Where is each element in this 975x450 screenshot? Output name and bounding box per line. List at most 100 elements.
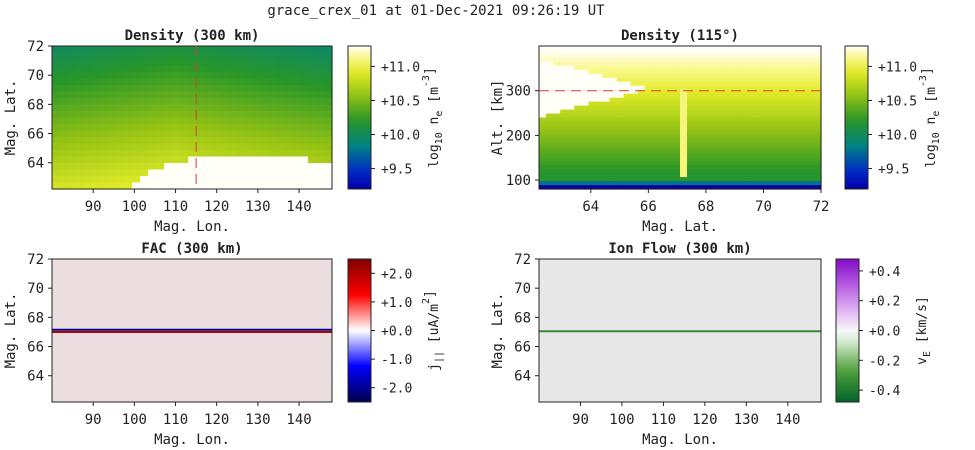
heatmap-cell [757, 73, 766, 79]
heatmap-cell [546, 181, 554, 186]
heatmap-cell [76, 91, 85, 99]
heatmap-cell [637, 89, 646, 95]
heatmap-cell [228, 46, 237, 54]
heatmap-cell [757, 169, 766, 174]
heatmap-cell [100, 59, 109, 67]
heatmap-cell [316, 137, 325, 145]
heatmap-cell [771, 69, 780, 75]
heatmap-cell [757, 181, 766, 186]
heatmap-cell [750, 169, 759, 174]
heatmap-cell [574, 133, 582, 138]
heatmap-cell [644, 121, 653, 127]
heatmap-cell [560, 133, 568, 138]
heatmap-cell [623, 97, 632, 103]
heatmap-cell [701, 169, 709, 174]
heatmap-cell [156, 169, 165, 177]
heatmap-cell [220, 72, 229, 80]
heatmap-cell [132, 124, 141, 132]
heatmap-cell [140, 72, 149, 80]
heatmap-cell [694, 81, 702, 87]
heatmap-cell [316, 111, 325, 119]
y-axis-label: Alt. [km] [490, 80, 506, 156]
heatmap-cell [602, 181, 611, 186]
heatmap-cell [616, 165, 625, 170]
heatmap-cell [595, 105, 604, 111]
heatmap-cell [729, 57, 737, 63]
heatmap-cell [52, 52, 61, 60]
heatmap-cell [813, 129, 822, 134]
heatmap-cell [644, 49, 653, 55]
heatmap-cell [588, 157, 596, 162]
heatmap-cell [68, 111, 77, 119]
heatmap-cell [539, 129, 547, 134]
heatmap-cell [616, 185, 625, 190]
heatmap-cell [680, 153, 688, 158]
heatmap-cell [651, 49, 660, 55]
heatmap-cell [595, 46, 604, 51]
heatmap-cell [665, 113, 674, 119]
heatmap-cell [750, 97, 759, 103]
heatmap-cell [180, 52, 189, 60]
heatmap-cell [574, 77, 582, 83]
heatmap-cell [308, 130, 317, 138]
heatmap-cell [100, 72, 109, 80]
heatmap-cell [236, 117, 245, 125]
heatmap-cell [750, 137, 759, 142]
heatmap-cell [813, 133, 822, 138]
heatmap-cell [651, 185, 660, 190]
heatmap-cell [750, 181, 759, 186]
heatmap-cell [729, 77, 737, 83]
heatmap-cell [172, 59, 181, 67]
heatmap-cell [616, 161, 625, 166]
heatmap-cell [701, 85, 709, 91]
heatmap-cell [574, 153, 582, 158]
heatmap-cell [680, 117, 688, 123]
heatmap-cell [764, 117, 773, 123]
heatmap-cell [574, 121, 582, 127]
heatmap-cell [276, 98, 285, 106]
heatmap-cell [595, 101, 604, 107]
heatmap-cell [148, 117, 157, 125]
heatmap-cell [316, 98, 325, 106]
heatmap-cell [644, 141, 653, 146]
heatmap-cell [574, 85, 582, 91]
heatmap-cell [644, 185, 653, 190]
heatmap-cell [228, 78, 237, 86]
heatmap-cell [799, 169, 808, 174]
heatmap-cell [284, 156, 293, 164]
heatmap-cell [658, 85, 667, 91]
heatmap-cell [708, 149, 716, 154]
heatmap-cell [792, 57, 801, 63]
heatmap-cell [778, 129, 787, 134]
heatmap-cell [300, 91, 309, 99]
heatmap-cell [764, 133, 773, 138]
heatmap-cell [785, 97, 794, 103]
heatmap-cell [799, 85, 808, 91]
heatmap-cell [180, 169, 189, 177]
heatmap-cell [792, 105, 801, 111]
heatmap-cell [324, 156, 333, 164]
heatmap-cell [658, 177, 667, 182]
heatmap-cell [764, 61, 773, 67]
heatmap-cell [574, 81, 582, 87]
heatmap-cell [799, 93, 808, 99]
heatmap-cell [813, 125, 822, 131]
heatmap-cell [743, 165, 752, 170]
heatmap-cell [260, 169, 269, 177]
heatmap-cell [722, 125, 730, 131]
heatmap-cell [609, 157, 618, 162]
heatmap-cell [228, 182, 237, 190]
colorbar-label: log10 ne [m-3] [421, 67, 445, 168]
heatmap-cell [124, 143, 133, 151]
heatmap-cell [156, 85, 165, 93]
heatmap-cell [100, 130, 109, 138]
heatmap-cell [212, 182, 221, 190]
heatmap-cell [736, 153, 745, 158]
heatmap-cell [581, 105, 589, 111]
heatmap-cell [764, 105, 773, 111]
heatmap-cell [616, 137, 625, 142]
heatmap-cell [188, 143, 197, 151]
heatmap-cell [708, 125, 716, 131]
heatmap-cell [172, 46, 181, 54]
heatmap-cell [616, 73, 625, 79]
